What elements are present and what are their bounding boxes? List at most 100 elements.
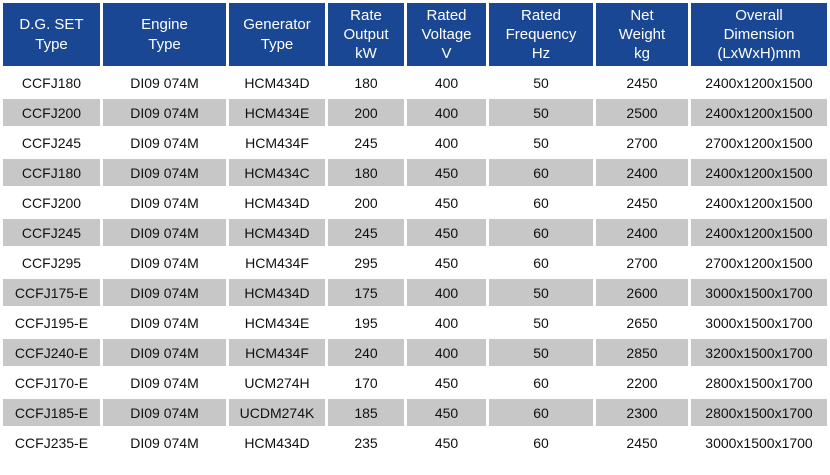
cell-generator-type: HCM434D: [229, 429, 325, 456]
cell-engine-type: DI09 074M: [103, 279, 226, 306]
cell-rate-output: 170: [328, 369, 404, 396]
cell-generator-type: UCDM274K: [229, 399, 325, 426]
cell-net-weight: 2450: [596, 189, 688, 216]
cell-rated-frequency: 50: [489, 69, 593, 96]
cell-overall-dimension: 2400x1200x1500: [691, 69, 827, 96]
cell-rated-voltage: 450: [407, 219, 486, 246]
cell-dg-set-type: CCFJ195-E: [3, 309, 100, 336]
cell-rated-frequency: 60: [489, 399, 593, 426]
table-header: D.G. SET Type Engine Type Generator Type Ra…: [3, 3, 827, 66]
cell-dg-set-type: CCFJ245: [3, 219, 100, 246]
column-header-rated-voltage: Rated Voltage V: [407, 3, 486, 66]
cell-overall-dimension: 2800x1500x1700: [691, 369, 827, 396]
cell-net-weight: 2500: [596, 99, 688, 126]
cell-rate-output: 180: [328, 159, 404, 186]
cell-dg-set-type: CCFJ240-E: [3, 339, 100, 366]
cell-engine-type: DI09 074M: [103, 189, 226, 216]
cell-overall-dimension: 3200x1500x1700: [691, 339, 827, 366]
table-body: CCFJ180 DI09 074M HCM434D 180 400 50 2450 2400x…: [3, 69, 827, 456]
cell-generator-type: HCM434D: [229, 279, 325, 306]
table-row: CCFJ245 DI09 074M HCM434F 245 400 50 2700 2700x…: [3, 129, 827, 156]
cell-generator-type: HCM434D: [229, 219, 325, 246]
cell-overall-dimension: 3000x1500x1700: [691, 279, 827, 306]
cell-rated-frequency: 50: [489, 99, 593, 126]
cell-engine-type: DI09 074M: [103, 309, 226, 336]
cell-generator-type: HCM434F: [229, 249, 325, 276]
cell-rated-voltage: 450: [407, 159, 486, 186]
cell-engine-type: DI09 074M: [103, 369, 226, 396]
cell-rated-frequency: 60: [489, 159, 593, 186]
cell-rate-output: 235: [328, 429, 404, 456]
cell-rated-frequency: 50: [489, 309, 593, 336]
cell-generator-type: HCM434C: [229, 159, 325, 186]
cell-rate-output: 175: [328, 279, 404, 306]
cell-rated-frequency: 60: [489, 189, 593, 216]
cell-dg-set-type: CCFJ235-E: [3, 429, 100, 456]
cell-dg-set-type: CCFJ180: [3, 159, 100, 186]
cell-generator-type: UCM274H: [229, 369, 325, 396]
cell-net-weight: 2600: [596, 279, 688, 306]
cell-dg-set-type: CCFJ185-E: [3, 399, 100, 426]
cell-rate-output: 185: [328, 399, 404, 426]
cell-rated-frequency: 60: [489, 249, 593, 276]
cell-engine-type: DI09 074M: [103, 99, 226, 126]
cell-rate-output: 180: [328, 69, 404, 96]
cell-engine-type: DI09 074M: [103, 429, 226, 456]
cell-engine-type: DI09 074M: [103, 249, 226, 276]
cell-rated-voltage: 400: [407, 99, 486, 126]
cell-net-weight: 2400: [596, 159, 688, 186]
cell-rated-voltage: 450: [407, 399, 486, 426]
cell-net-weight: 2650: [596, 309, 688, 336]
dg-set-spec-table: D.G. SET Type Engine Type Generator Type Ra…: [3, 3, 827, 456]
table-row: CCFJ185-E DI09 074M UCDM274K 185 450 60 2300 28…: [3, 399, 827, 426]
column-header-engine-type: Engine Type: [103, 3, 226, 66]
cell-rate-output: 200: [328, 189, 404, 216]
cell-rated-voltage: 400: [407, 279, 486, 306]
cell-generator-type: HCM434D: [229, 189, 325, 216]
column-header-overall-dimension: Overall Dimension (LxWxH)mm: [691, 3, 827, 66]
cell-rated-frequency: 60: [489, 369, 593, 396]
table-row: CCFJ295 DI09 074M HCM434F 295 450 60 2700 2700x…: [3, 249, 827, 276]
cell-overall-dimension: 3000x1500x1700: [691, 309, 827, 336]
cell-net-weight: 2700: [596, 129, 688, 156]
cell-dg-set-type: CCFJ175-E: [3, 279, 100, 306]
cell-net-weight: 2450: [596, 69, 688, 96]
cell-dg-set-type: CCFJ200: [3, 189, 100, 216]
cell-rate-output: 240: [328, 339, 404, 366]
cell-rated-voltage: 400: [407, 309, 486, 336]
cell-overall-dimension: 2700x1200x1500: [691, 249, 827, 276]
cell-overall-dimension: 2400x1200x1500: [691, 159, 827, 186]
cell-rated-voltage: 450: [407, 369, 486, 396]
cell-dg-set-type: CCFJ200: [3, 99, 100, 126]
cell-net-weight: 2450: [596, 429, 688, 456]
column-header-rate-output: Rate Output kW: [328, 3, 404, 66]
cell-overall-dimension: 2400x1200x1500: [691, 219, 827, 246]
cell-rated-voltage: 400: [407, 69, 486, 96]
cell-overall-dimension: 2400x1200x1500: [691, 189, 827, 216]
cell-rated-voltage: 400: [407, 129, 486, 156]
cell-rated-frequency: 60: [489, 219, 593, 246]
cell-engine-type: DI09 074M: [103, 129, 226, 156]
table-row: CCFJ195-E DI09 074M HCM434E 195 400 50 2650 300…: [3, 309, 827, 336]
cell-engine-type: DI09 074M: [103, 339, 226, 366]
cell-generator-type: HCM434E: [229, 99, 325, 126]
cell-rated-voltage: 450: [407, 249, 486, 276]
cell-generator-type: HCM434F: [229, 339, 325, 366]
cell-dg-set-type: CCFJ245: [3, 129, 100, 156]
cell-net-weight: 2700: [596, 249, 688, 276]
table-row: CCFJ170-E DI09 074M UCM274H 170 450 60 2200 280…: [3, 369, 827, 396]
column-header-rated-frequency: Rated Frequency Hz: [489, 3, 593, 66]
cell-dg-set-type: CCFJ170-E: [3, 369, 100, 396]
table-row: CCFJ200 DI09 074M HCM434D 200 450 60 2450 2400x…: [3, 189, 827, 216]
cell-engine-type: DI09 074M: [103, 159, 226, 186]
table-row: CCFJ180 DI09 074M HCM434C 180 450 60 2400 2400x…: [3, 159, 827, 186]
cell-overall-dimension: 2700x1200x1500: [691, 129, 827, 156]
cell-net-weight: 2400: [596, 219, 688, 246]
table-row: CCFJ200 DI09 074M HCM434E 200 400 50 2500 2400x…: [3, 99, 827, 126]
cell-rate-output: 245: [328, 129, 404, 156]
cell-overall-dimension: 3000x1500x1700: [691, 429, 827, 456]
cell-generator-type: HCM434F: [229, 129, 325, 156]
cell-overall-dimension: 2400x1200x1500: [691, 99, 827, 126]
cell-rate-output: 295: [328, 249, 404, 276]
table-row: CCFJ245 DI09 074M HCM434D 245 450 60 2400 2400x…: [3, 219, 827, 246]
